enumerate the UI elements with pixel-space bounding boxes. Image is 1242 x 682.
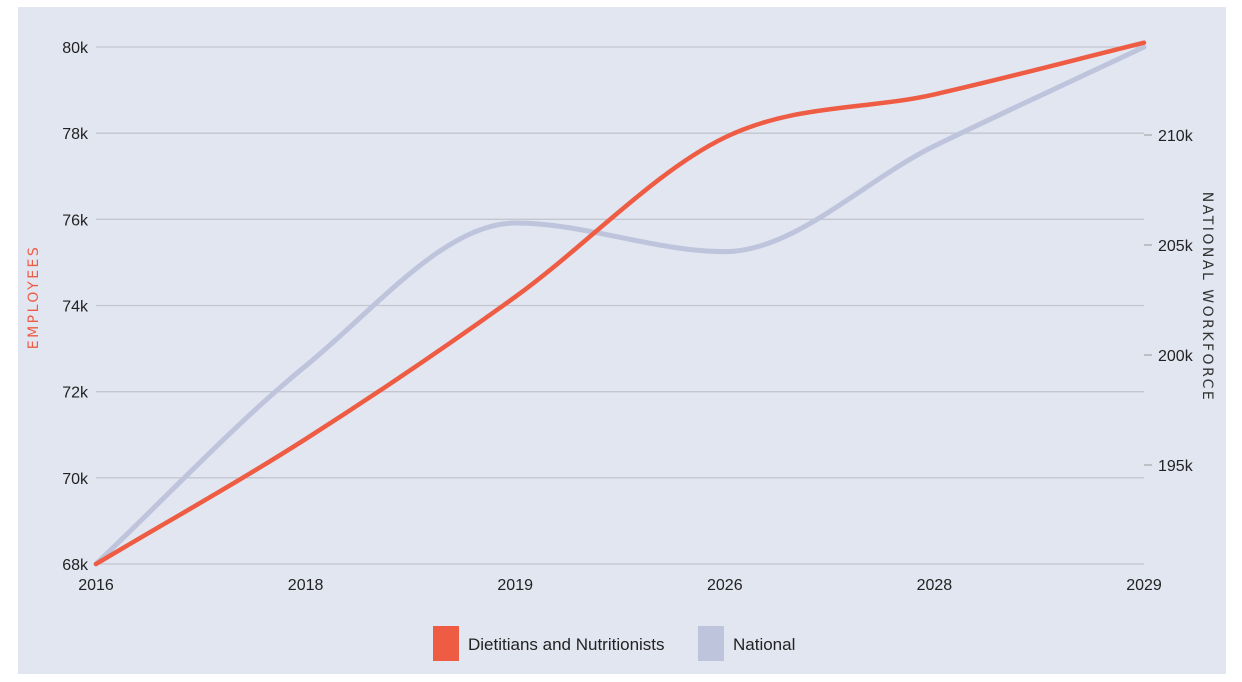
- y2-tick-label: 205k: [1158, 238, 1194, 255]
- right-axis-ticks: 195k 200k 205k 210k: [1144, 128, 1194, 475]
- x-tick-label: 2018: [288, 577, 324, 594]
- x-tick-label: 2016: [78, 577, 114, 594]
- y2-tick-label: 200k: [1158, 348, 1194, 365]
- y-tick-label: 78k: [62, 126, 89, 143]
- x-tick-label: 2029: [1126, 577, 1162, 594]
- legend: Dietitians and Nutritionists National: [433, 626, 795, 661]
- x-tick-label: 2019: [497, 577, 533, 594]
- y-tick-label: 76k: [62, 212, 89, 229]
- y-tick-label: 70k: [62, 471, 89, 488]
- national-legend-swatch: [698, 626, 724, 661]
- x-axis-ticks: 2016 2018 2019 2026 2028 2029: [78, 577, 1162, 594]
- y2-tick-label: 195k: [1158, 458, 1194, 475]
- y-tick-label: 74k: [62, 299, 89, 316]
- series-lines: [93, 40, 1147, 567]
- x-tick-label: 2026: [707, 577, 743, 594]
- dietitians-and-nutritionists-legend-swatch: [433, 626, 459, 661]
- chart-panel: 68k 70k 72k 74k 76k 78k 80k 195k 200k 205k 210k 2…: [18, 7, 1226, 674]
- left-axis-title: EMPLOYEES: [26, 245, 42, 350]
- dietitians-and-nutritionists-line: [93, 40, 1147, 567]
- x-tick-label: 2028: [917, 577, 953, 594]
- y-tick-label: 72k: [62, 385, 89, 402]
- y2-tick-label: 210k: [1158, 128, 1194, 145]
- y-tick-label: 68k: [62, 557, 89, 574]
- right-axis-title: NATIONAL WORKFORCE: [1199, 192, 1215, 402]
- national-line: [93, 44, 1147, 567]
- gridlines: [96, 46, 1144, 565]
- left-axis-ticks: 68k 70k 72k 74k 76k 78k 80k: [62, 40, 89, 574]
- y-tick-label: 80k: [62, 40, 89, 57]
- chart: 68k 70k 72k 74k 76k 78k 80k 195k 200k 205k 210k 2…: [26, 40, 1215, 661]
- national-legend-label: National: [733, 635, 795, 654]
- dietitians-and-nutritionists-legend-label: Dietitians and Nutritionists: [468, 635, 665, 654]
